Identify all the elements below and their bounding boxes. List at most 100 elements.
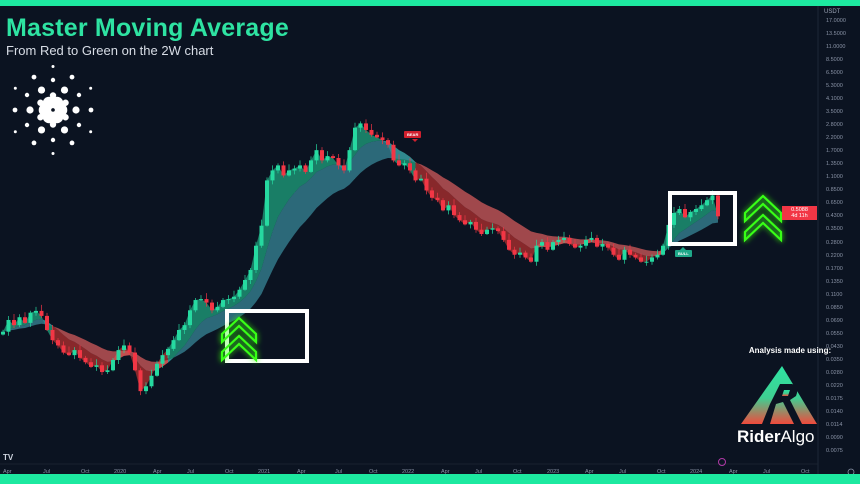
ma-band-segment <box>575 238 581 245</box>
cardano-dot <box>69 74 75 80</box>
bear-candle <box>391 144 396 161</box>
bear-candle <box>430 190 434 198</box>
ma-band-segment <box>261 249 267 295</box>
ma-band-segment <box>322 166 328 203</box>
bull-candle <box>265 180 269 226</box>
bear-fill-segment <box>487 221 493 230</box>
bull-candle <box>518 252 522 255</box>
bull-candle <box>226 299 231 301</box>
bear-candle <box>380 137 385 141</box>
ma-band-segment <box>311 171 317 215</box>
bear-candle <box>127 345 132 353</box>
bear-candle <box>435 197 440 201</box>
ma-band-segment <box>256 268 262 303</box>
double-chevron-up-icon <box>743 194 783 243</box>
ma-band-segment <box>377 140 383 162</box>
ma-band-segment <box>465 191 471 211</box>
ma-band-segment <box>74 335 80 346</box>
bull-fill-segment <box>294 165 300 193</box>
bear-candle <box>12 319 16 326</box>
cardano-dot <box>76 92 82 98</box>
bull-candle <box>661 245 665 255</box>
time-tick-label: Jul <box>335 469 343 475</box>
bull-candle <box>468 221 473 225</box>
cardano-dot <box>49 92 57 99</box>
bull-candle <box>160 355 165 364</box>
bear-signal-label: BEAR <box>404 131 422 138</box>
ma-band-segment <box>146 360 152 372</box>
bull-candle <box>254 245 258 270</box>
price-tick-label: 0.2200 <box>826 252 843 259</box>
ma-band-segment <box>520 224 526 245</box>
candles <box>1 119 720 396</box>
ma-band-segment <box>437 173 443 189</box>
bear-candle <box>331 156 335 159</box>
highlight-box-2024 <box>668 191 737 246</box>
moving-average-bands <box>3 123 718 392</box>
replay-icon[interactable] <box>718 458 726 466</box>
price-tick-label: 0.1350 <box>826 278 843 285</box>
last-price: 0.5088 <box>791 207 808 213</box>
bear-candle <box>78 350 82 358</box>
bull-candle <box>589 237 594 240</box>
ma-band-segment <box>646 250 652 257</box>
ma-band-segment <box>195 322 201 343</box>
ma-band-segment <box>333 164 339 194</box>
bull-fill-segment <box>679 209 685 233</box>
ma-band-segment <box>91 342 97 356</box>
cardano-dot <box>37 114 44 121</box>
ma-band-segment <box>481 202 487 222</box>
tradingview-logo[interactable]: TV <box>3 453 14 462</box>
page-subtitle: From Red to Green on the 2W chart <box>6 43 214 58</box>
ma-band-segment <box>316 169 322 209</box>
bull-candle <box>688 211 693 218</box>
price-tick-label: 0.0114 <box>826 421 843 428</box>
ma-band-segment <box>404 153 410 161</box>
bull-candle <box>193 300 198 311</box>
top-accent-bar <box>0 0 860 6</box>
ma-band-segment <box>206 316 212 335</box>
ma-band-segment <box>338 164 344 191</box>
bull-signal-label: BULL <box>675 250 692 257</box>
cardano-dot <box>88 107 94 113</box>
ma-band-segment <box>382 140 388 160</box>
ma-band-segment <box>201 318 207 338</box>
ma-band-segment <box>503 213 509 233</box>
ma-band-segment <box>602 240 608 245</box>
ma-band-segment <box>470 194 476 215</box>
time-tick-label: Apr <box>3 469 12 475</box>
bear-candle <box>281 165 286 176</box>
brand-name: RiderAlgo <box>737 427 815 447</box>
bear-candle <box>67 352 71 356</box>
bull-candle <box>177 329 181 341</box>
ma-band-segment <box>300 183 306 228</box>
bull-candle <box>122 345 126 351</box>
price-tick-label: 1.3500 <box>826 161 843 168</box>
price-tick-label: 0.1700 <box>826 265 843 272</box>
ma-band-segment <box>492 207 498 225</box>
bull-candle <box>237 289 242 297</box>
bull-fill-segment <box>206 302 212 319</box>
currency-unit[interactable]: USDT <box>824 9 841 15</box>
price-tick-label: 0.0280 <box>826 369 843 376</box>
bull-fill-segment <box>272 165 278 232</box>
time-tick-label: Oct <box>801 469 810 475</box>
ma-band-segment <box>608 241 614 247</box>
bull-candle <box>710 195 715 201</box>
bull-candle <box>672 212 676 225</box>
ma-band-segment <box>432 170 438 183</box>
bull-candle <box>556 239 561 243</box>
time-tick-label: Oct <box>81 469 90 475</box>
bull-candle <box>309 160 313 172</box>
bull-candle <box>650 257 654 262</box>
price-tick-label: 5.3000 <box>826 83 843 90</box>
price-tick-label: 0.0220 <box>826 382 843 389</box>
bull-candle <box>188 310 192 326</box>
time-tick-label: Jul <box>475 469 483 475</box>
cardano-dot <box>89 130 93 134</box>
price-tick-label: 0.2800 <box>826 239 843 246</box>
bull-fill-segment <box>201 299 207 323</box>
ma-band-segment <box>228 305 234 324</box>
price-tick-label: 11.0000 <box>826 44 846 51</box>
